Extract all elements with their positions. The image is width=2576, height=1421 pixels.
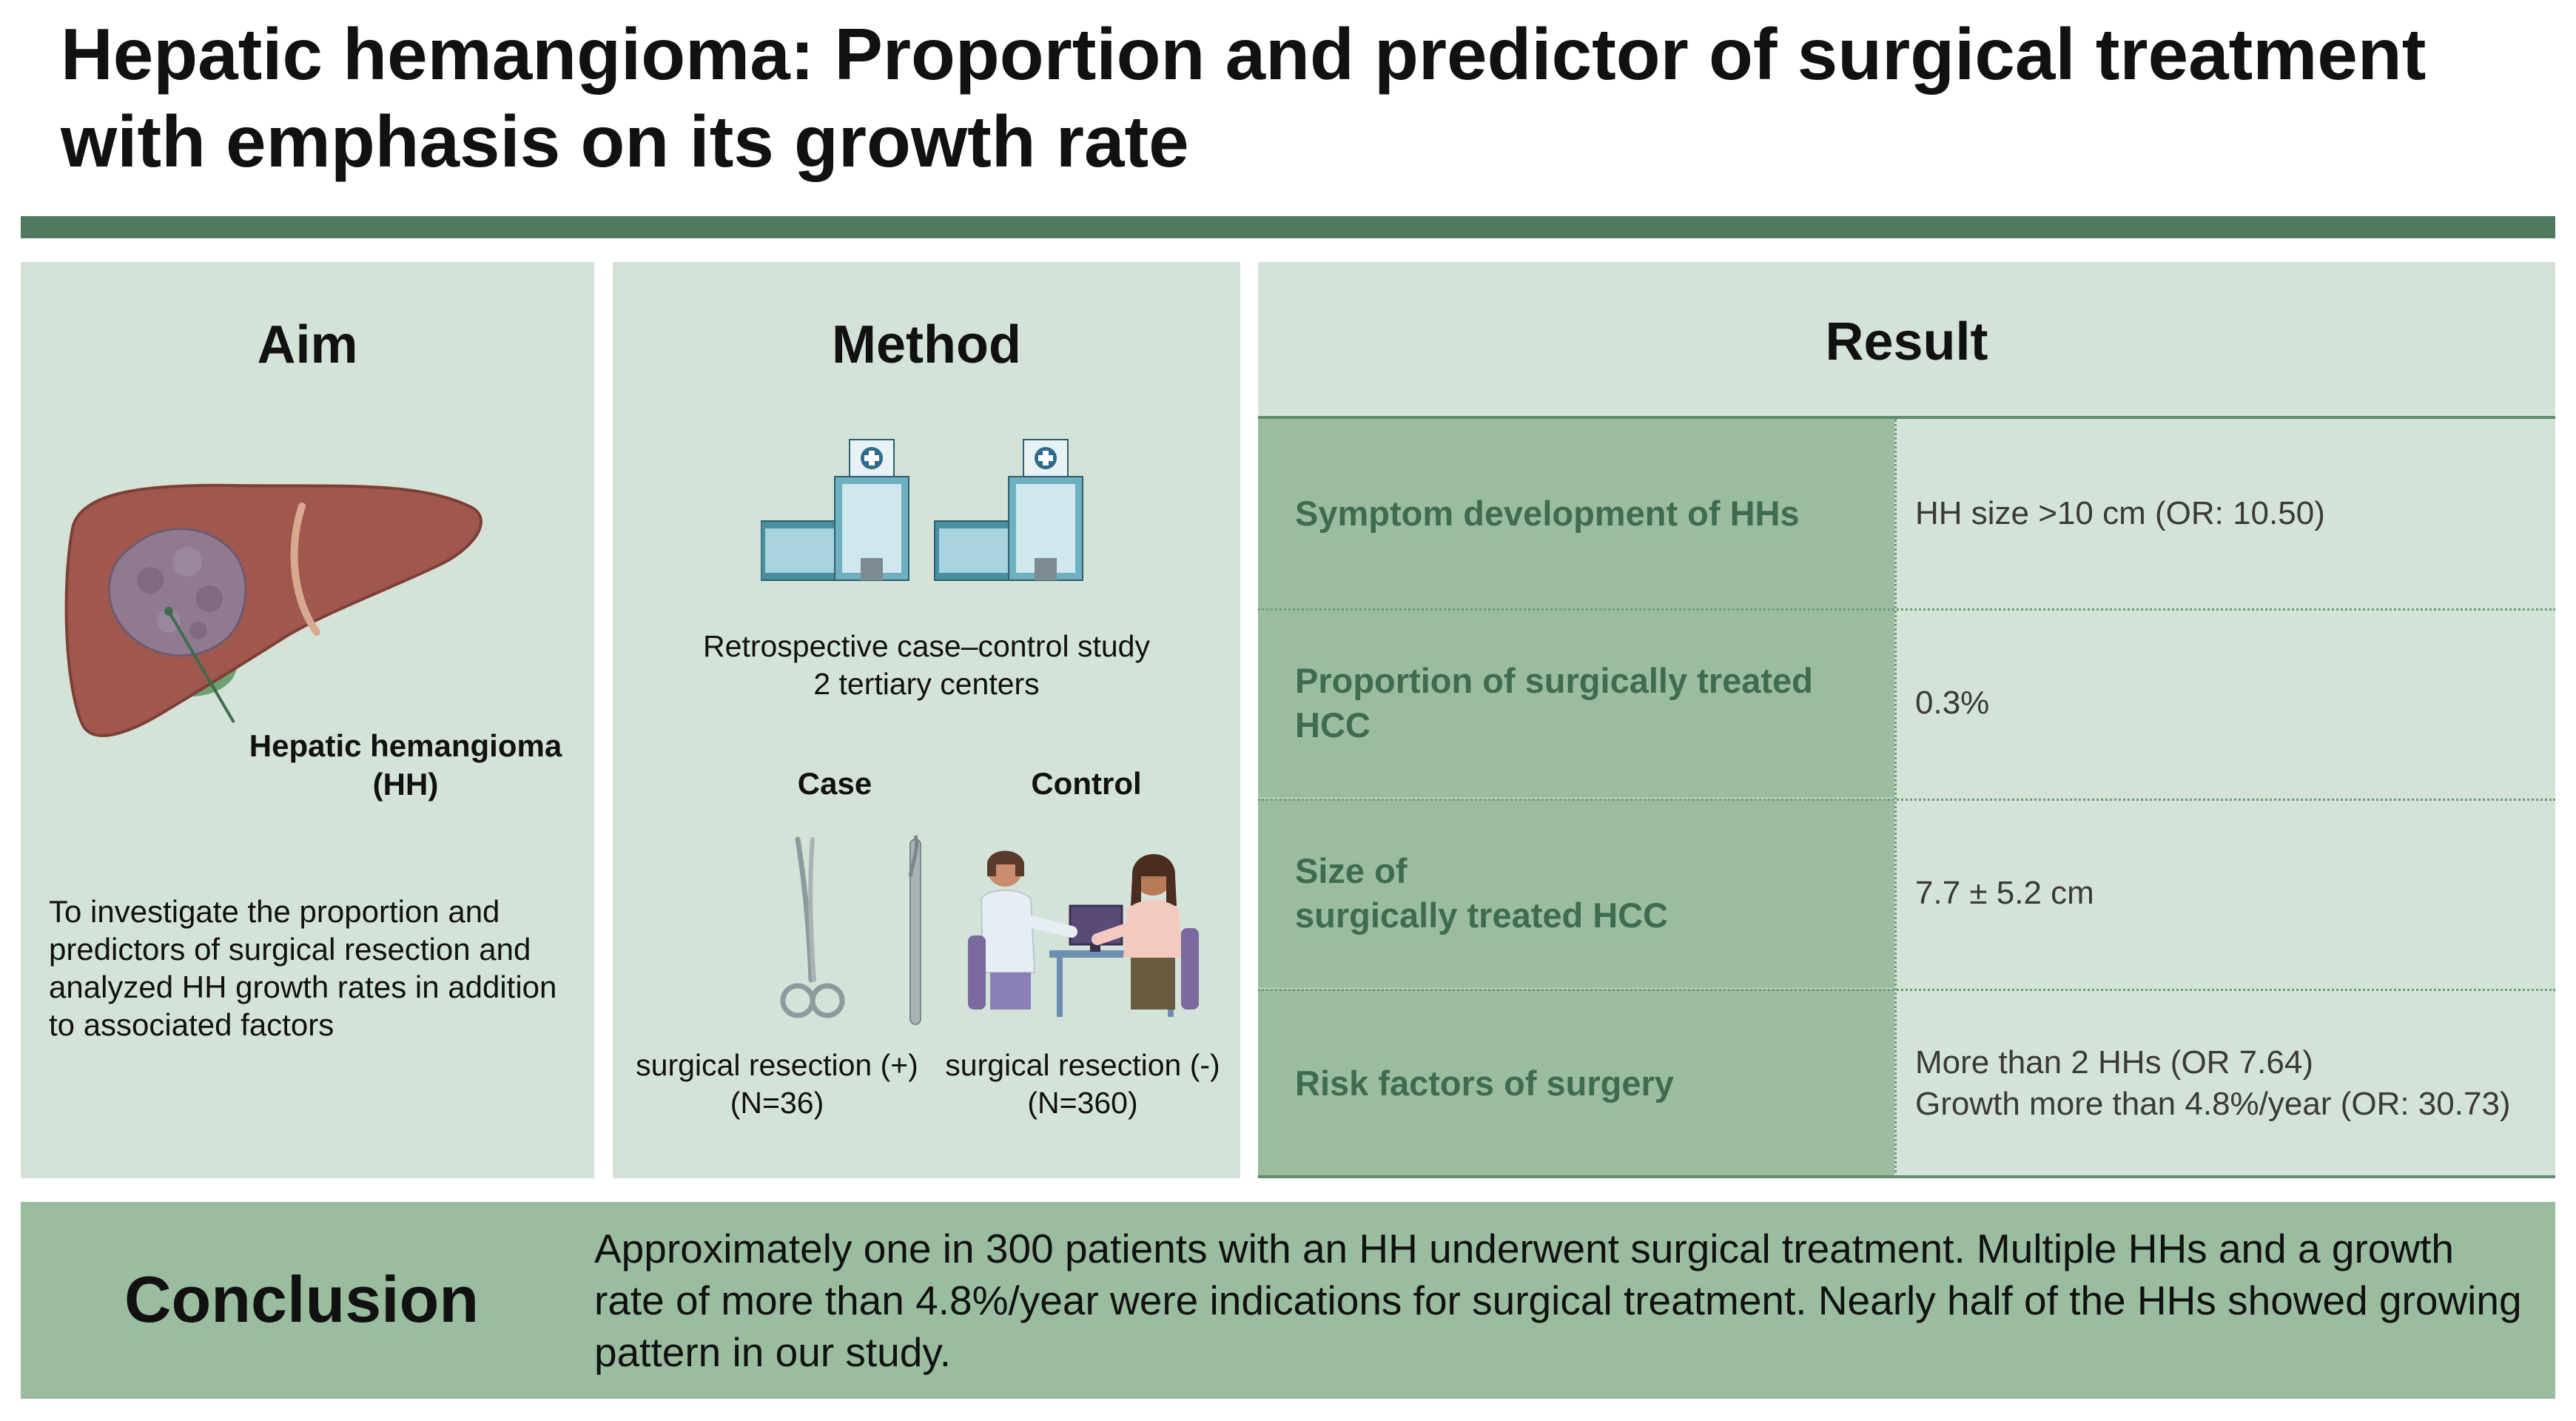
hemangioma-lesion	[107, 528, 247, 657]
liver-ligament	[290, 503, 320, 636]
result-row-value: 7.7 ± 5.2 cm	[1915, 875, 2094, 911]
result-row: Proportion of surgically treated HCC 0.3…	[1258, 608, 2555, 798]
conclusion-heading: Conclusion	[124, 1263, 480, 1336]
result-panel: Result Symptom development of HHs HH siz…	[1258, 262, 2555, 1178]
method-heading: Method	[832, 315, 1021, 374]
page-title: Hepatic hemangioma: Proportion and predi…	[61, 13, 2427, 182]
control-label: Control	[1031, 766, 1142, 801]
row-divider	[1258, 608, 2555, 611]
conclusion-panel: Conclusion Approximately one in 300 pati…	[21, 1202, 2555, 1399]
control-caption: surgical resection (-) (N=360)	[945, 1048, 1220, 1120]
case-label: Case	[797, 766, 872, 801]
pointer-line	[167, 610, 235, 724]
result-bottom-border	[1258, 1175, 2555, 1178]
method-panel: Method Retrospective case–control study	[613, 262, 1240, 1178]
row-divider	[1258, 799, 2555, 801]
result-row-value: HH size >10 cm (OR: 10.50)	[1915, 495, 2325, 531]
result-row-value: 0.3%	[1915, 685, 1990, 721]
result-row: Symptom development of HHs HH size >10 c…	[1258, 419, 2555, 608]
aim-heading: Aim	[257, 315, 358, 374]
result-row-label: Risk factors of surgery	[1258, 989, 1894, 1178]
hospital-icon	[761, 439, 909, 581]
conclusion-text: Approximately one in 300 patients with a…	[594, 1226, 2522, 1375]
column-divider	[1894, 419, 1897, 1178]
result-row: Size of surgically treated HCC 7.7 ± 5.2…	[1258, 799, 2555, 988]
study-design-text: Retrospective case–control study 2 terti…	[703, 629, 1150, 701]
aim-description: To investigate the proportion and predic…	[49, 894, 557, 1042]
liver-illustration	[64, 483, 482, 737]
result-row-label: Symptom development of HHs	[1258, 419, 1894, 608]
result-heading: Result	[1825, 312, 1988, 372]
result-row-label: Proportion of surgically treated HCC	[1258, 608, 1894, 798]
row-divider	[1258, 989, 2555, 991]
result-row-value: More than 2 HHs (OR 7.64) Growth more th…	[1915, 1044, 2511, 1122]
doctor-patient-icon	[968, 850, 1199, 1017]
result-row: Risk factors of surgery More than 2 HHs …	[1258, 989, 2555, 1178]
aim-panel: Aim Hepatic hemangioma (HH) To investiga…	[21, 262, 594, 1178]
result-row-label: Size of surgically treated HCC	[1258, 799, 1894, 988]
title-divider-bar	[21, 216, 2555, 238]
result-header: Result	[1258, 262, 2555, 419]
hh-callout-label: Hepatic hemangioma (HH)	[249, 728, 562, 802]
result-table: Symptom development of HHs HH size >10 c…	[1258, 419, 2555, 1178]
surgical-instruments-icon	[780, 835, 921, 1025]
case-caption: surgical resection (+) (N=36)	[636, 1048, 918, 1120]
hospital-icons	[761, 439, 1083, 581]
hospital-icon	[934, 439, 1083, 581]
